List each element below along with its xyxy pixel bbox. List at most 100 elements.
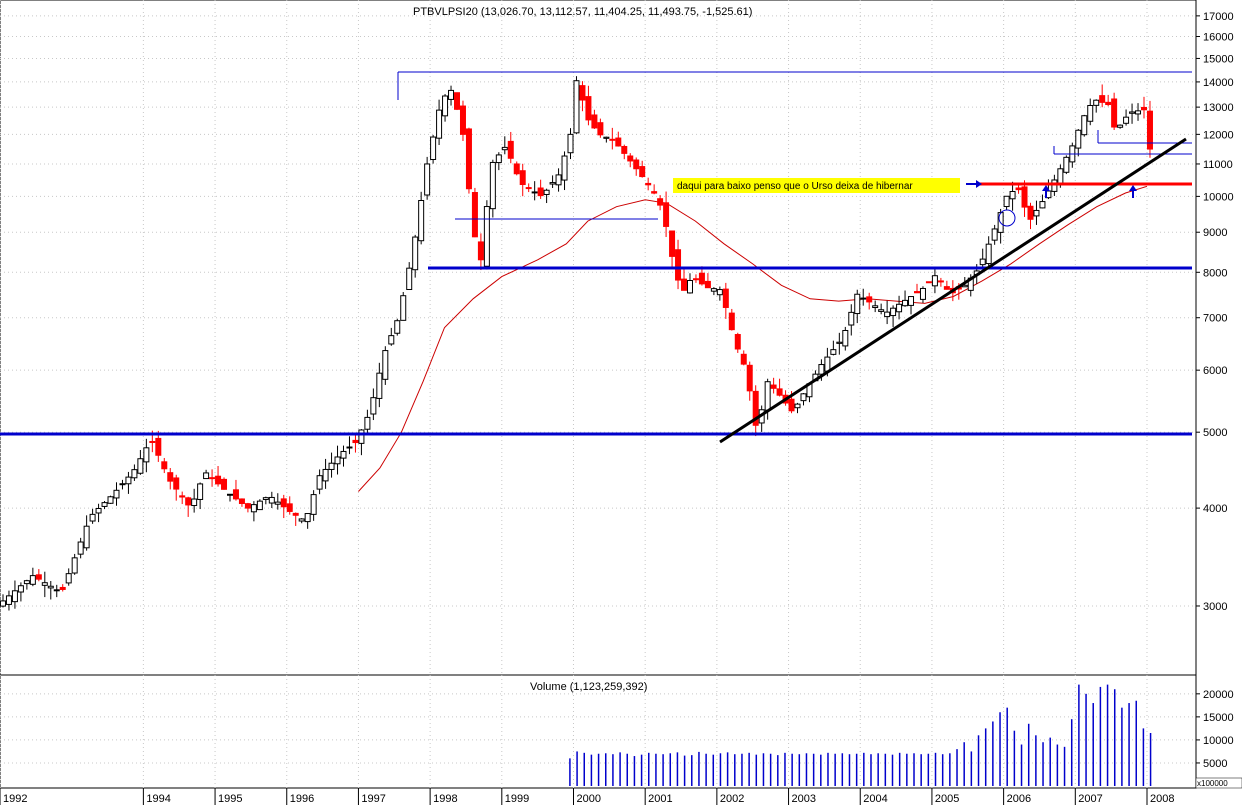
candle-body [304, 513, 311, 523]
arrow-up-icon [1042, 185, 1050, 198]
candle-body [23, 580, 30, 585]
candle-body [185, 497, 192, 506]
candle-body [376, 372, 383, 399]
candle-body [872, 305, 879, 309]
price-panel-frame [0, 0, 1197, 676]
candle-body [17, 585, 24, 593]
candle-body [155, 437, 162, 456]
candle-body [633, 159, 640, 170]
candle-body [83, 525, 90, 549]
candle-body [119, 483, 126, 486]
candle-body [95, 507, 102, 514]
x-tick-label: 1997 [361, 793, 385, 805]
uptrend-line [719, 137, 1187, 444]
candle-body [346, 446, 353, 449]
candle-body [41, 582, 48, 586]
candle-body [448, 89, 455, 100]
candle-body [878, 309, 885, 312]
candle-body [866, 296, 873, 303]
candle-body [1141, 106, 1148, 111]
candle-body [890, 307, 897, 317]
candle-body [89, 513, 96, 522]
candle-body [692, 278, 699, 281]
candle-body [125, 476, 132, 485]
arrow-right-icon [966, 180, 982, 188]
candle-body [256, 500, 263, 511]
candle-body [657, 198, 664, 206]
candle-body [418, 200, 425, 242]
candle-body [465, 128, 472, 190]
candle-body [681, 278, 688, 291]
arrow-up-icon [1129, 185, 1137, 198]
candle-body [597, 122, 604, 136]
x-tick-label: 1999 [505, 793, 529, 805]
candle-body [645, 182, 652, 186]
candle-body [322, 468, 329, 482]
x-tick-label: 1992 [3, 793, 27, 805]
candle-body [226, 493, 233, 496]
candle-body [262, 497, 269, 500]
y-tick-label: 16000 [1203, 31, 1234, 43]
candle-body [268, 496, 275, 504]
candle-body [913, 291, 920, 294]
candle-body [722, 288, 729, 308]
candle-body [1075, 129, 1082, 149]
candle-body [710, 288, 717, 292]
candle-body [1021, 186, 1028, 208]
candle-body [525, 187, 532, 190]
candle-body [746, 364, 753, 392]
candle-body [513, 163, 520, 175]
y-tick-label: 6000 [1203, 365, 1227, 377]
candle-body [824, 356, 831, 372]
volume-y-axis: 5000 10000 15000 20000 [1196, 689, 1234, 770]
candle-body [603, 136, 610, 139]
x-tick-label: 1995 [218, 793, 242, 805]
candle-body [167, 472, 174, 482]
candle-body [316, 475, 323, 490]
y-tick-label: 5000 [1203, 427, 1227, 439]
candle-body [113, 489, 120, 499]
x-tick-label: 2008 [1150, 793, 1174, 805]
y-tick-label: 14000 [1203, 77, 1234, 89]
candle-body [477, 241, 484, 261]
candle-body [1009, 191, 1016, 200]
candle-body [238, 498, 245, 504]
candle-body [788, 398, 795, 412]
candle-body [979, 258, 986, 266]
candle-body [352, 439, 359, 444]
candle-body [752, 390, 759, 426]
candle-body [1129, 111, 1136, 114]
candle-body [585, 96, 592, 121]
candle-body [830, 349, 837, 355]
candle-body [704, 280, 711, 289]
candle-body [931, 275, 938, 287]
candle-body [424, 163, 431, 196]
x-tick-label: 1994 [146, 793, 170, 805]
y-tick-label: 12000 [1203, 129, 1234, 141]
candle-body [483, 206, 490, 267]
volume-title: Volume (1,123,259,392) [530, 681, 647, 693]
candle-body [1027, 205, 1034, 220]
candle-body [1015, 187, 1022, 191]
candle-body [591, 114, 598, 129]
candle-body [250, 504, 257, 513]
chart-title: PTBVLPSI20 (13,026.70, 13,112.57, 11,404… [413, 6, 752, 18]
candle-body [627, 155, 634, 162]
candle-body [459, 105, 466, 135]
candle-body [161, 461, 168, 470]
candle-body [286, 503, 293, 512]
x-tick-label: 2001 [648, 793, 672, 805]
candle-body [221, 478, 228, 490]
candle-body [65, 573, 72, 584]
candle-body [280, 498, 287, 508]
candle-body [1057, 168, 1064, 186]
candle-body [896, 303, 903, 313]
candle-body [854, 293, 861, 315]
y-tick-label: 9000 [1203, 227, 1227, 239]
candle-body [991, 228, 998, 241]
candle-body [501, 146, 508, 151]
candle-body [1146, 110, 1153, 150]
candle-body [471, 192, 478, 238]
candle-body [734, 334, 741, 350]
